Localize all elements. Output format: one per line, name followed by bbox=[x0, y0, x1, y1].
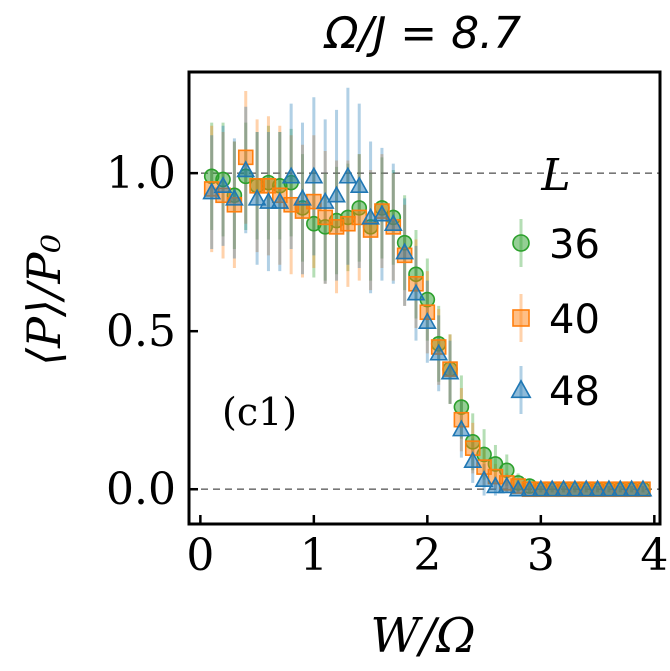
point-48-30 bbox=[542, 479, 562, 497]
point-48-17 bbox=[395, 242, 415, 260]
data-markers bbox=[202, 149, 653, 498]
x-tick-label-0: 0 bbox=[186, 530, 214, 581]
point-48-20 bbox=[429, 343, 449, 361]
point-48-32 bbox=[565, 479, 585, 497]
legend-marker-40 bbox=[512, 309, 530, 327]
y-tick-label-0: 0.0 bbox=[106, 464, 176, 515]
reference-lines bbox=[189, 172, 660, 491]
y-axis-label: ⟨P⟩/P₀ bbox=[17, 234, 71, 366]
point-48-1 bbox=[213, 176, 233, 194]
point-48-22 bbox=[451, 419, 471, 437]
legend-entry-48: 48 bbox=[510, 366, 600, 415]
point-48-27 bbox=[508, 479, 528, 497]
point-48-6 bbox=[270, 191, 290, 209]
point-48-8 bbox=[293, 188, 312, 206]
chart-title: Ω/J = 8.7 bbox=[323, 8, 521, 59]
x-tick-label-1: 1 bbox=[300, 530, 328, 581]
point-48-33 bbox=[576, 479, 596, 497]
legend-entry-36: 36 bbox=[512, 219, 600, 268]
legend-entry-40: 40 bbox=[512, 294, 600, 343]
point-48-28 bbox=[520, 479, 539, 497]
legend-marker-36 bbox=[512, 234, 530, 252]
point-40-14 bbox=[362, 222, 379, 238]
legend: L 36 40 48 bbox=[510, 150, 600, 415]
error-bars bbox=[210, 87, 645, 496]
y-tick-label-2: 1.0 bbox=[106, 148, 176, 199]
point-48-12 bbox=[338, 166, 358, 184]
point-48-7 bbox=[281, 166, 301, 184]
point-48-35 bbox=[599, 479, 619, 497]
x-tick-label-3: 3 bbox=[527, 530, 555, 581]
y-tick-label-1: 0.5 bbox=[106, 306, 176, 357]
legend-label-48: 48 bbox=[549, 369, 600, 415]
point-48-19 bbox=[417, 312, 437, 329]
point-48-13 bbox=[349, 176, 369, 194]
legend-title: L bbox=[540, 150, 570, 201]
x-axis-label: W/Ω bbox=[370, 608, 475, 664]
point-48-25 bbox=[486, 476, 505, 494]
point-48-36 bbox=[610, 479, 630, 497]
point-48-16 bbox=[383, 214, 403, 231]
point-48-34 bbox=[588, 479, 607, 497]
point-48-18 bbox=[406, 283, 426, 301]
point-48-37 bbox=[622, 479, 642, 497]
point-48-26 bbox=[497, 476, 517, 494]
point-48-3 bbox=[236, 160, 256, 178]
point-48-24 bbox=[474, 470, 494, 487]
point-40-10 bbox=[317, 209, 333, 226]
point-48-2 bbox=[224, 188, 244, 206]
x-tick-label-2: 2 bbox=[413, 530, 441, 581]
legend-label-36: 36 bbox=[549, 222, 600, 268]
point-48-11 bbox=[327, 185, 346, 203]
x-tick-label-4: 4 bbox=[640, 530, 668, 581]
point-48-31 bbox=[554, 479, 573, 497]
legend-label-40: 40 bbox=[549, 297, 600, 343]
point-48-9 bbox=[304, 166, 324, 184]
legend-marker-48 bbox=[510, 379, 532, 399]
x-axis-ticks: 0 1 2 3 4 bbox=[186, 515, 668, 581]
y-axis-ticks: 0.0 0.5 1.0 bbox=[106, 148, 198, 515]
point-48-29 bbox=[531, 479, 551, 497]
panel-annotation: (c1) bbox=[222, 390, 297, 434]
point-48-4 bbox=[247, 188, 267, 206]
point-48-38 bbox=[633, 479, 653, 497]
plot-frame bbox=[187, 70, 662, 526]
point-48-5 bbox=[259, 191, 278, 209]
point-48-21 bbox=[440, 362, 460, 380]
point-48-15 bbox=[372, 204, 392, 222]
point-48-23 bbox=[463, 451, 483, 469]
